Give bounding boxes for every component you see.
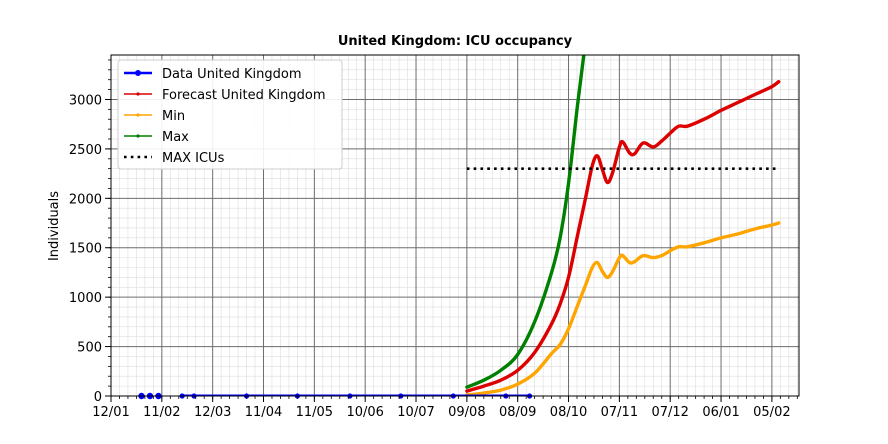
series-line-min — [465, 221, 781, 396]
series-line-max — [465, 55, 586, 389]
y-tick-label: 1000 — [69, 291, 102, 306]
x-tick-label: 12/01 — [92, 405, 129, 420]
x-tick-label: 06/01 — [702, 405, 739, 420]
x-tick-label: 10/06 — [346, 405, 383, 420]
x-tick-label: 11/02 — [143, 405, 180, 420]
legend-marker-max — [136, 134, 140, 138]
x-tick-label: 08/09 — [499, 405, 536, 420]
series-layer — [138, 55, 781, 400]
y-tick-label: 0 — [94, 390, 102, 405]
x-tick-label: 12/03 — [194, 405, 231, 420]
plot-frame — [110, 54, 800, 397]
legend-marker-min — [136, 113, 140, 117]
axis-layer: 12/01 11/02 12/03 11/04 11/05 10/06 10/07 09/08… — [69, 59, 798, 420]
y-tick-label: 2500 — [69, 143, 102, 158]
legend-marker-data-united-kingdom — [135, 70, 141, 76]
legend-box — [117, 59, 343, 170]
x-tick-label: 11/05 — [296, 405, 333, 420]
y-tick-label: 2000 — [69, 192, 102, 207]
legend-marker-forecast-united-kingdom — [136, 92, 140, 96]
x-tick-label: 07/11 — [601, 405, 638, 420]
chart-title: United Kingdom: ICU occupancy — [338, 34, 573, 49]
x-tick-label: 09/08 — [448, 405, 485, 420]
legend: Data United Kingdom Forecast United Kingd… — [117, 59, 343, 170]
x-tick-label: 05/02 — [753, 405, 790, 420]
legend-label-data-united-kingdom: Data United Kingdom — [162, 67, 302, 82]
y-tick-label: 1500 — [69, 242, 102, 257]
x-tick-label: 07/12 — [651, 405, 688, 420]
y-tick-label: 500 — [77, 341, 102, 356]
x-tick-label: 11/04 — [245, 405, 282, 420]
legend-label-max: Max — [162, 130, 189, 145]
legend-label-forecast-united-kingdom: Forecast United Kingdom — [162, 88, 325, 103]
y-tick-label: 3000 — [69, 93, 102, 108]
x-tick-label: 10/07 — [397, 405, 434, 420]
legend-label-min: Min — [162, 109, 185, 124]
x-tick-label: 08/10 — [550, 405, 587, 420]
series-line-forecast-united-kingdom — [465, 80, 781, 393]
legend-label-max-icus: MAX ICUs — [162, 151, 225, 166]
y-axis-label: Individuals — [47, 191, 62, 261]
